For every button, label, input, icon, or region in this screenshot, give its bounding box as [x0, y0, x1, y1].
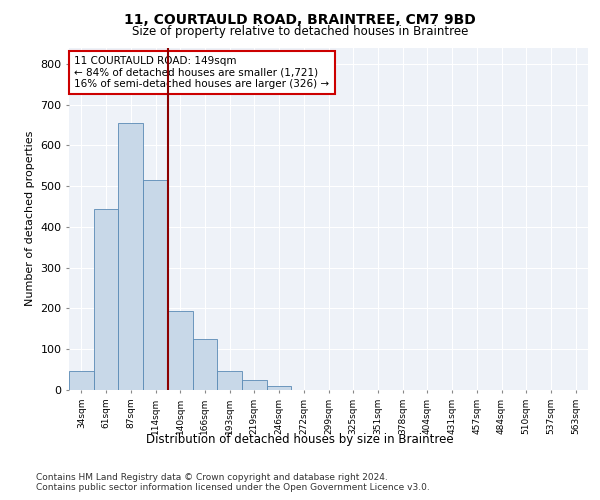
Bar: [143, 180, 168, 390]
Bar: [94, 210, 118, 390]
Bar: [242, 380, 267, 390]
Text: 11, COURTAULD ROAD, BRAINTREE, CM7 9BD: 11, COURTAULD ROAD, BRAINTREE, CM7 9BD: [124, 12, 476, 26]
Bar: [118, 122, 143, 390]
Text: 11 COURTAULD ROAD: 149sqm
← 84% of detached houses are smaller (1,721)
16% of se: 11 COURTAULD ROAD: 149sqm ← 84% of detac…: [74, 56, 329, 90]
Text: Size of property relative to detached houses in Braintree: Size of property relative to detached ho…: [132, 25, 468, 38]
Bar: [217, 371, 242, 390]
Bar: [267, 386, 292, 390]
Bar: [193, 339, 217, 390]
Bar: [168, 312, 193, 390]
Y-axis label: Number of detached properties: Number of detached properties: [25, 131, 35, 306]
Text: Contains HM Land Registry data © Crown copyright and database right 2024.
Contai: Contains HM Land Registry data © Crown c…: [36, 472, 430, 492]
Text: Distribution of detached houses by size in Braintree: Distribution of detached houses by size …: [146, 432, 454, 446]
Bar: [69, 371, 94, 390]
